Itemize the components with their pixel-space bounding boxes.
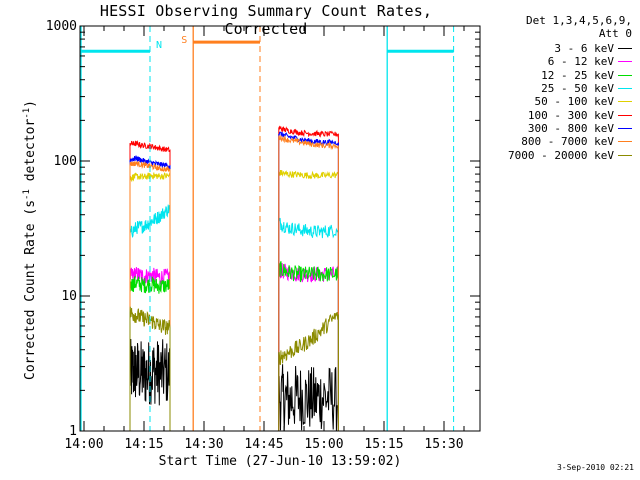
legend-entry-label: 25 - 50 keV	[541, 82, 614, 96]
series-line-9-segment-2	[278, 311, 339, 431]
legend-entry-swatch	[618, 114, 632, 116]
legend-entry-6: 100 - 300 keV	[482, 108, 632, 122]
legend-entry-swatch	[618, 127, 632, 129]
legend-entry-label: 7000 - 20000 keV	[508, 148, 614, 162]
y-axis-label-sup-1: -1	[21, 189, 32, 200]
y-tick-label-4: 1000	[46, 19, 77, 34]
series-line-6-segment-2	[278, 125, 339, 431]
legend-entry-label: 3 - 6 keV	[554, 42, 614, 56]
x-tick-label-4: 14:45	[244, 437, 283, 452]
legend-entry-swatch	[618, 88, 632, 90]
saa-marker-label: S	[181, 35, 187, 46]
x-tick-label-1: 14:00	[64, 437, 103, 452]
legend-entry-swatch	[618, 101, 632, 103]
legend-header-1: Det 1,3,4,5,6,9,	[526, 14, 632, 27]
series-line-5-segment-1	[129, 172, 171, 431]
legend-entry-9: 7000 - 20000 keV	[482, 148, 632, 162]
legend-entry-5: 50 - 100 keV	[482, 95, 632, 108]
legend-entry-label: 12 - 25 keV	[541, 68, 614, 82]
legend-entry-swatch	[618, 154, 632, 156]
series-line-2-segment-2	[278, 262, 339, 431]
date-stamp: 3-Sep-2010 02:21	[556, 463, 634, 472]
legend-rows: 3 - 6 keV 6 - 12 keV 12 - 25 keV 25 - 50 ke…	[482, 42, 632, 162]
legend-entry-4: 25 - 50 keV	[482, 82, 632, 95]
legend-entry-3: 12 - 25 keV	[482, 69, 632, 82]
legend-entry-label: 800 - 7000 keV	[521, 135, 614, 149]
y-axis-label-part-2: detector	[23, 118, 39, 190]
series-line-1-segment-1	[129, 338, 171, 431]
legend-entry-swatch	[618, 141, 632, 143]
legend-entry-7: 300 - 800 keV	[482, 122, 632, 135]
plot-area: N S 14:00 14:15 14:30 14:45 15:00 15:15 15:30 1 10…	[46, 19, 481, 452]
series-line-9-segment-1	[129, 306, 171, 431]
series-line-4-segment-2	[278, 217, 339, 431]
legend-entry-label: 300 - 800 keV	[527, 121, 614, 135]
legend-entry-swatch	[618, 74, 632, 76]
x-axis-label: Start Time (27-Jun-10 13:59:02)	[158, 454, 402, 469]
plot-frame	[79, 25, 481, 432]
y-tick-label-3: 100	[54, 154, 77, 169]
x-tick-label-3: 14:30	[184, 437, 223, 452]
x-tick-label-2: 14:15	[124, 437, 163, 452]
legend-entry-swatch	[618, 48, 632, 50]
y-axis-label: Corrected Count Rate (s-1 detector-1)	[22, 100, 38, 380]
series-line-8-segment-1	[129, 160, 171, 431]
series-line-8-segment-2	[278, 135, 339, 431]
x-tick-label-7: 15:30	[424, 437, 463, 452]
y-tick-label-1: 1	[69, 424, 77, 439]
night-marker-label: N	[156, 40, 162, 51]
x-tick-label-5: 15:00	[304, 437, 343, 452]
series-line-6-segment-1	[129, 139, 171, 431]
y-axis-label-part-3: )	[23, 100, 39, 108]
series-line-5-segment-2	[278, 169, 339, 431]
series-line-4-segment-1	[129, 204, 171, 431]
legend-entry-8: 800 - 7000 keV	[482, 135, 632, 148]
legend-entry-label: 6 - 12 keV	[547, 55, 614, 69]
y-tick-label-2: 10	[61, 289, 77, 304]
series-line-3-segment-1	[129, 275, 171, 431]
series-line-3-segment-2	[278, 261, 339, 431]
chart-title: HESSI Observing Summary Count Rates, Cor…	[99, 2, 433, 38]
legend-entry-2: 6 - 12 keV	[482, 55, 632, 68]
legend-entry-label: 100 - 300 keV	[527, 108, 614, 122]
legend-header-2: Att 0	[598, 27, 632, 40]
series-line-7-segment-1	[129, 155, 171, 431]
legend: Det 1,3,4,5,6,9, Att 0 3 - 6 keV 6 - 12 k…	[482, 14, 632, 162]
y-axis-label-sup-2: -1	[21, 107, 32, 119]
series-line-7-segment-2	[278, 131, 339, 431]
legend-entry-label: 50 - 100 keV	[534, 95, 614, 109]
legend-entry-1: 3 - 6 keV	[482, 42, 632, 55]
legend-entry-swatch	[618, 61, 632, 63]
x-tick-label-6: 15:15	[364, 437, 403, 452]
y-axis-label-part-1: Corrected Count Rate (s	[23, 199, 39, 380]
series-line-1-segment-2	[278, 364, 339, 432]
